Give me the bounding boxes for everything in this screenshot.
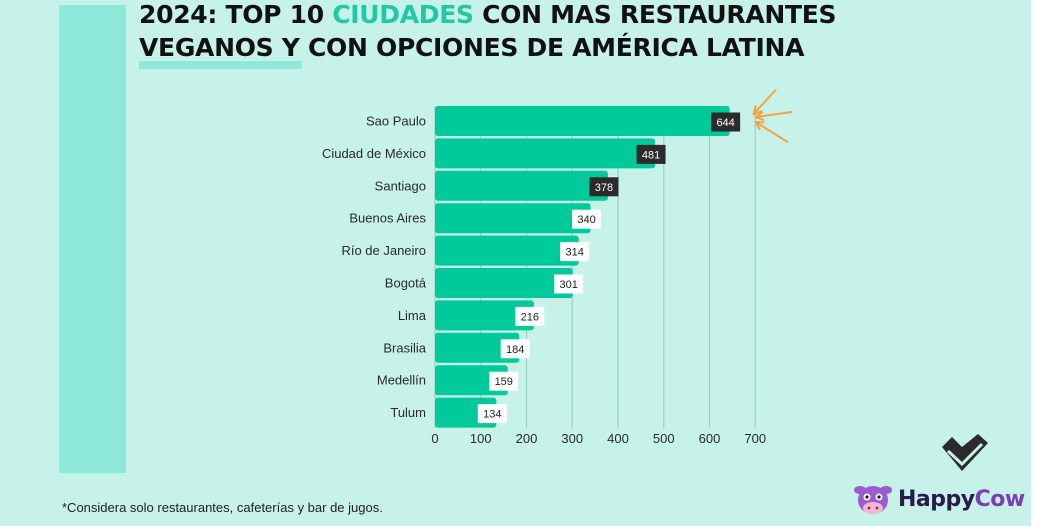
category-label: Medellín xyxy=(377,373,426,388)
data-label-box xyxy=(489,371,519,391)
page-edge xyxy=(1031,0,1045,526)
data-label: 134 xyxy=(483,409,501,421)
data-label: 216 xyxy=(521,311,539,323)
bar xyxy=(435,138,656,169)
category-label: Sao Paulo xyxy=(366,114,426,129)
title-line1-accent: CIUDADES xyxy=(332,0,474,29)
data-label: 159 xyxy=(495,376,513,388)
data-label: 481 xyxy=(642,149,660,161)
category-label: Brasilia xyxy=(383,340,426,355)
page-title: 2024: TOP 10 CIUDADES CON MAS RESTAURANT… xyxy=(139,0,1019,64)
category-label: Santiago xyxy=(375,178,426,193)
bar xyxy=(435,235,579,266)
decorative-band xyxy=(59,5,126,473)
bar xyxy=(435,268,573,298)
brand-name-happy: Happy xyxy=(898,486,975,512)
x-tick-label: 700 xyxy=(744,431,766,446)
data-label-box xyxy=(711,112,741,132)
checkmark-icon xyxy=(942,434,988,471)
data-label-box xyxy=(500,339,530,359)
highlight-arrow xyxy=(752,89,777,115)
bar xyxy=(435,332,520,363)
cow-logo-icon xyxy=(854,486,892,514)
footnote: *Considera solo restaurantes, cafeterías… xyxy=(62,500,383,515)
data-label: 378 xyxy=(595,182,613,194)
title-underline xyxy=(139,61,302,69)
highlight-arrow xyxy=(754,121,789,143)
bar xyxy=(435,106,730,136)
bar xyxy=(435,203,591,234)
x-tick-label: 200 xyxy=(516,431,538,446)
highlight-arrow-head xyxy=(754,121,765,130)
category-label: Bogotá xyxy=(385,276,427,291)
data-label-box xyxy=(515,306,545,326)
data-label-box xyxy=(572,209,602,229)
highlight-arrow-head xyxy=(752,105,763,115)
data-label: 301 xyxy=(560,279,578,291)
highlight-arrow-head xyxy=(754,111,765,121)
x-tick-label: 0 xyxy=(431,431,438,446)
category-label: Ciudad de México xyxy=(322,146,426,161)
category-label: Buenos Aires xyxy=(349,211,426,226)
brand-name-cow: Cow xyxy=(974,486,1026,512)
x-tick-label: 300 xyxy=(561,431,583,446)
x-tick-label: 400 xyxy=(607,431,629,446)
bar xyxy=(435,170,608,201)
data-label-box xyxy=(560,242,590,262)
data-label: 314 xyxy=(565,247,583,259)
brand-logo: HappyCow xyxy=(852,480,1025,518)
x-tick-label: 100 xyxy=(470,431,492,446)
data-label-box xyxy=(554,274,584,294)
title-line1-post: CON MAS RESTAURANTES xyxy=(473,0,837,29)
x-tick-label: 600 xyxy=(699,431,721,446)
category-label: Río de Janeiro xyxy=(341,243,426,258)
category-label: Tulum xyxy=(390,405,426,420)
bar xyxy=(435,300,534,331)
data-label: 184 xyxy=(506,344,524,356)
data-label-box xyxy=(636,144,666,164)
title-line1-pre: 2024: TOP 10 xyxy=(139,0,333,29)
title-line2: VEGANOS Y CON OPCIONES DE AMÉRICA LATINA xyxy=(139,33,805,62)
highlight-arrow xyxy=(754,111,793,118)
x-tick-label: 500 xyxy=(653,431,675,446)
data-label-box xyxy=(477,404,507,424)
data-label: 644 xyxy=(716,117,734,129)
category-label: Lima xyxy=(398,308,427,323)
data-label: 340 xyxy=(577,214,595,226)
data-label-box xyxy=(589,177,619,197)
